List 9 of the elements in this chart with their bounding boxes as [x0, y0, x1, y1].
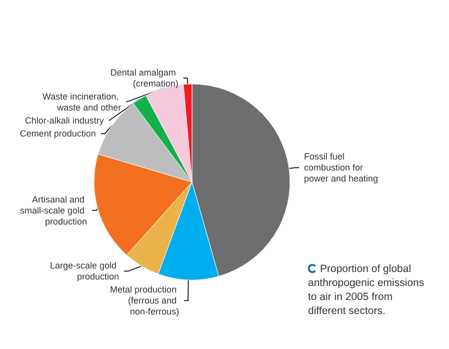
slice-label: Chlor-alkali industry	[24, 116, 104, 126]
slice-label: Cement production	[20, 128, 96, 139]
slice-label: Metal production (ferrous and non-ferrous)	[110, 284, 180, 317]
slice-label: Fossil fuel combustion for power and heating	[304, 152, 378, 184]
slice-label: Large-scale gold production	[50, 260, 120, 282]
slice-label: Waste incineration, waste and other	[42, 92, 122, 113]
slice-label: Artisanal and small-scale gold production	[20, 194, 87, 226]
text: Proportion of global anthropogenic emissions to air in 2005 from different sectors.	[308, 263, 424, 317]
slice-label: Dental amalgam (cremation)	[110, 68, 178, 89]
